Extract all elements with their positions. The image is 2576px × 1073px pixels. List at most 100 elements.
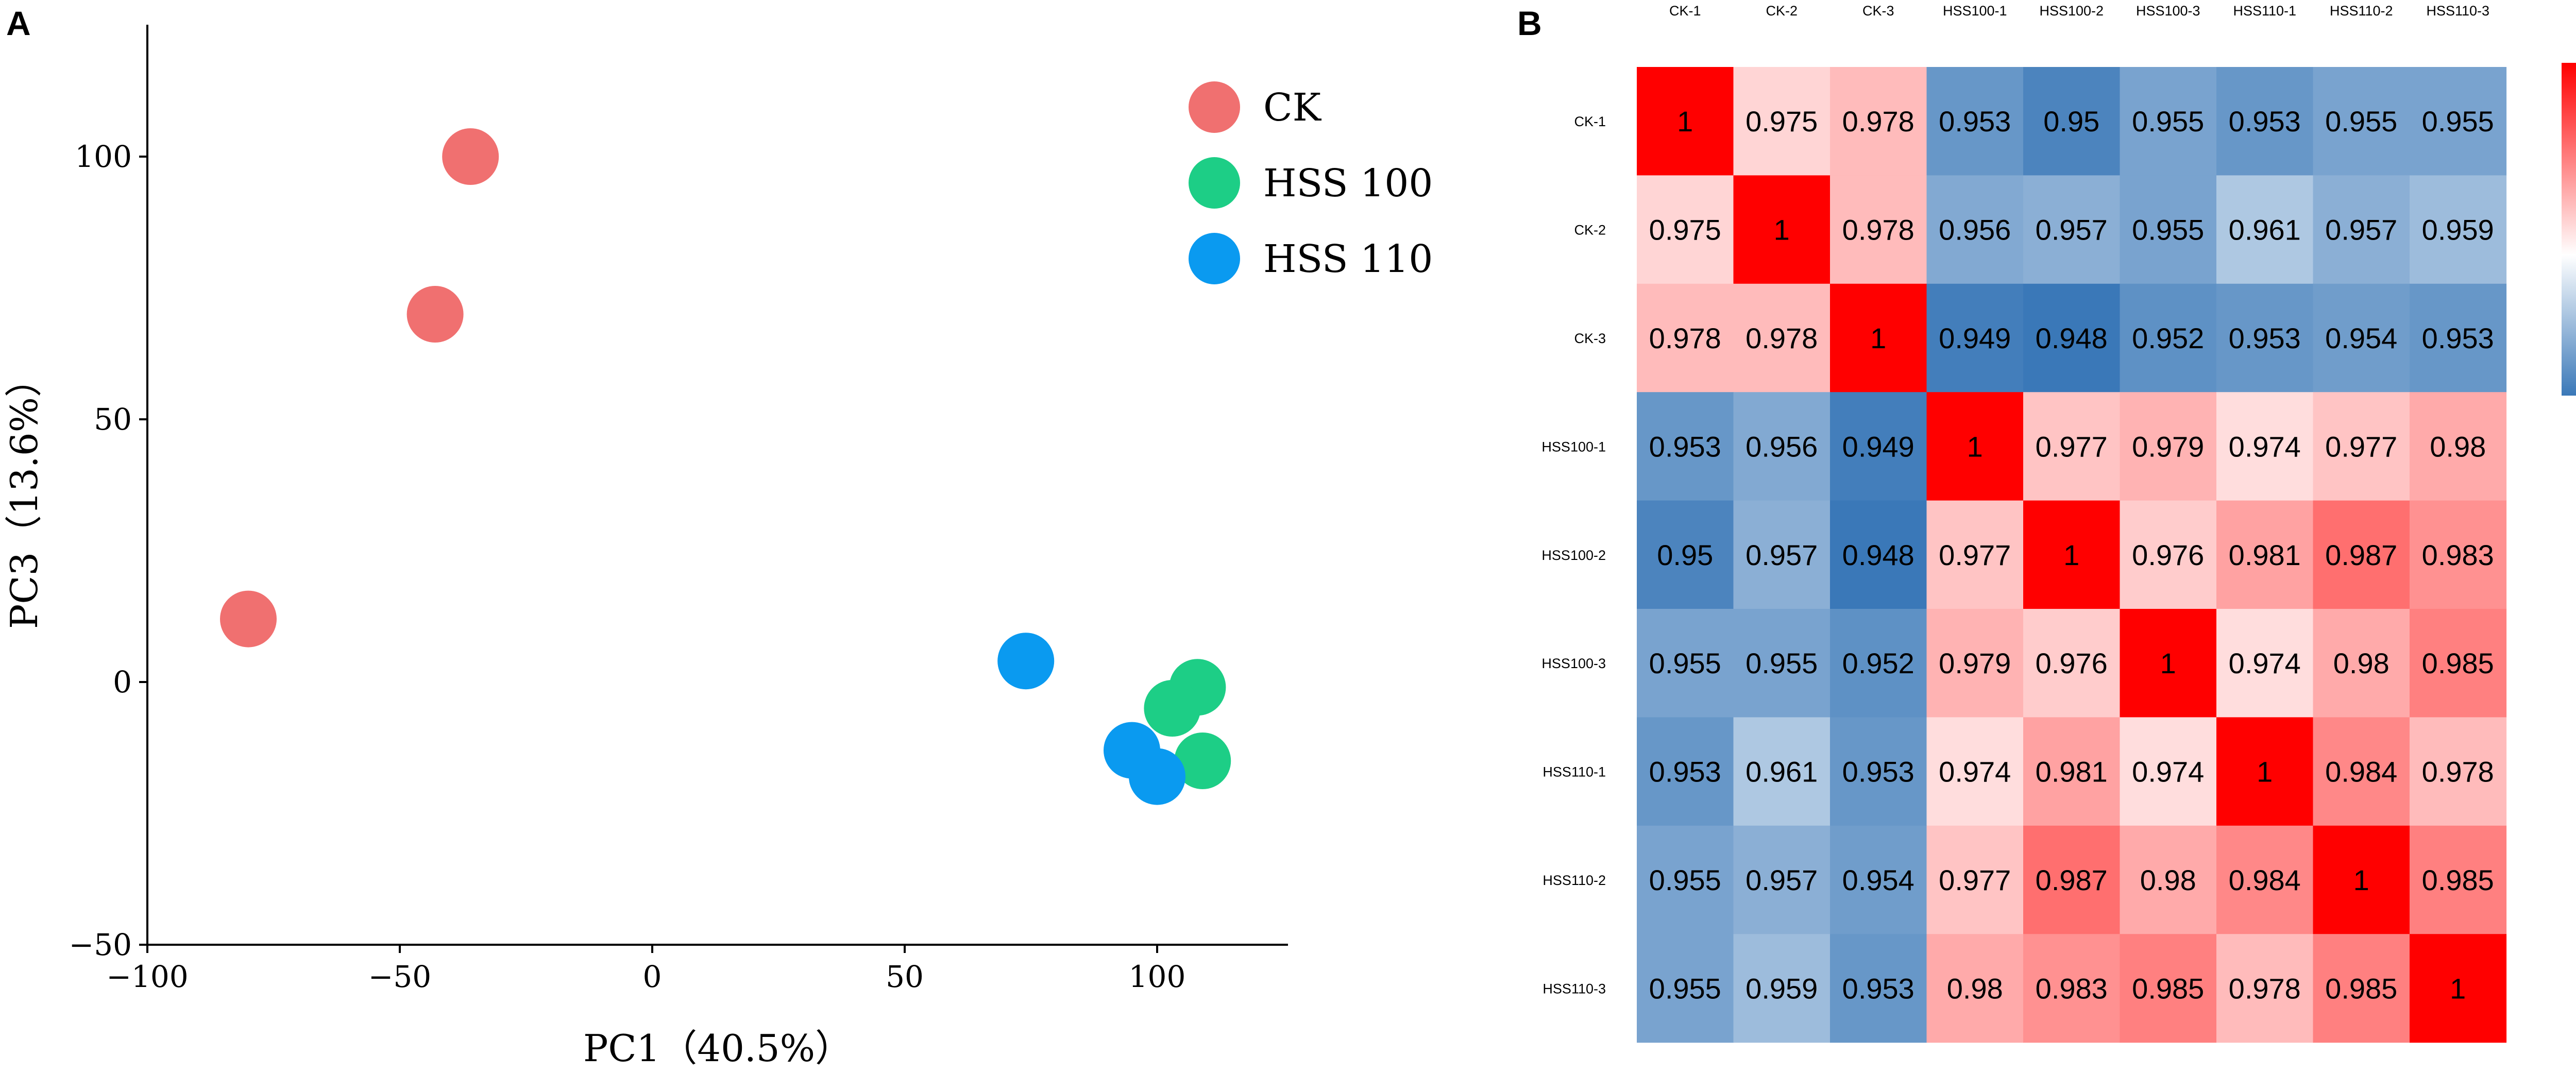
heatmap-cell (2313, 283, 2410, 393)
row-labels: CK-1 CK-2 CK-3 HSS100-1 HSS100-2 HSS100-3 HSS1… (1541, 114, 1606, 996)
heatmap-cell-value: 0.98 (2430, 430, 2486, 463)
heatmap-cell-value: 0.987 (2325, 539, 2397, 571)
heatmap-cell (2216, 934, 2314, 1043)
heatmap-cell (1926, 500, 2024, 609)
heatmap-cell (2410, 283, 2507, 393)
heatmap-cell (1830, 175, 1927, 284)
heatmap-cell-value: 0.954 (2325, 322, 2397, 354)
panel-label-a: A (6, 4, 31, 42)
heatmap-cell (1830, 717, 1927, 826)
y-tick-label: 0 (113, 665, 132, 700)
heatmap-cell-value: 0.953 (2229, 105, 2301, 138)
heatmap-cell-value: 0.976 (2132, 539, 2204, 571)
column-label: HSS110-3 (2426, 3, 2489, 19)
heatmap-cell (2410, 392, 2507, 501)
heatmap-cell-value: 0.977 (1939, 539, 2011, 571)
column-label: CK-2 (1766, 3, 1798, 19)
legend-label: CK (1263, 86, 1322, 130)
heatmap-cell (2216, 500, 2314, 609)
x-tick-label: −100 (106, 959, 188, 994)
row-label: HSS110-2 (1543, 873, 1606, 888)
heatmap-cell (2216, 283, 2314, 393)
heatmap-cell (2120, 934, 2217, 1043)
heatmap-cell (2216, 825, 2314, 934)
y-tick-label: 50 (94, 402, 132, 437)
heatmap-cell-value: 0.948 (1842, 539, 1914, 571)
scatter-point (442, 128, 499, 185)
heatmap-cell-value: 1 (1677, 105, 1693, 138)
heatmap-cell-value: 0.955 (1649, 647, 1721, 679)
heatmap-cell-value: 0.957 (2036, 214, 2108, 246)
heatmap-cell (2023, 500, 2121, 609)
heatmap-cell (2120, 609, 2217, 718)
heatmap-cell-value: 1 (1774, 214, 1790, 246)
scatter-point (1144, 680, 1201, 737)
heatmap-cell-value: 0.98 (2140, 864, 2196, 896)
heatmap-cell-value: 0.949 (1842, 430, 1914, 463)
heatmap-cell (1637, 283, 1734, 393)
heatmap-cell-value: 1 (2353, 864, 2369, 896)
heatmap-cell-value: 1 (2450, 972, 2466, 1004)
x-tick-label: −50 (368, 959, 431, 994)
heatmap-cell-value: 0.974 (2132, 756, 2204, 788)
legend-marker (1189, 81, 1240, 133)
heatmap-cell-value: 0.977 (1939, 864, 2011, 896)
heatmap-cell (2216, 67, 2314, 176)
heatmap-cell-value: 0.953 (1842, 756, 1914, 788)
heatmap-cell (1733, 175, 1831, 284)
heatmap-cell (1926, 67, 2024, 176)
heatmap-cell-value: 0.955 (1649, 972, 1721, 1004)
row-label: CK-3 (1574, 331, 1606, 346)
heatmap-cell-value: 0.978 (2422, 756, 2494, 788)
heatmap-cell-value: 0.977 (2036, 430, 2108, 463)
heatmap-cell (1926, 934, 2024, 1043)
heatmap-cell-value: 0.953 (1649, 756, 1721, 788)
heatmap-cell (1830, 934, 1927, 1043)
heatmap-cell-value: 1 (1967, 430, 1983, 463)
heatmap-cell (2216, 175, 2314, 284)
heatmap-cell-value: 0.978 (1649, 322, 1721, 354)
heatmap-cell (2023, 67, 2121, 176)
heatmap-cell-value: 1 (1870, 322, 1886, 354)
heatmap-cell-value: 0.983 (2036, 972, 2108, 1004)
scatter-point (1174, 733, 1231, 789)
heatmap-cell-value: 0.953 (2422, 322, 2494, 354)
y-tick-label: 100 (75, 139, 132, 174)
heatmap-cell-value: 0.953 (1842, 972, 1914, 1004)
correlation-heatmap: CK-1 CK-2 CK-3 HSS100-1 HSS100-2 HSS100-3 HSS1… (1541, 3, 2576, 1043)
heatmap-cell-value: 0.955 (2132, 105, 2204, 138)
y-axis-title: PC3（13.6%） (3, 360, 46, 629)
heatmap-cell-value: 0.981 (2229, 539, 2301, 571)
column-label: HSS110-2 (2330, 3, 2393, 19)
legend-marker (1189, 157, 1240, 209)
heatmap-cell-value: 0.98 (1947, 972, 2003, 1004)
heatmap-cell-value: 0.974 (1939, 756, 2011, 788)
heatmap-cell (2313, 392, 2410, 501)
scatter-point (220, 590, 277, 648)
heatmap-cell (2313, 825, 2410, 934)
heatmap-cell-value: 0.956 (1939, 214, 2011, 246)
heatmap-cell-value: 0.985 (2325, 972, 2397, 1004)
heatmap-cell (2410, 67, 2507, 176)
column-label: CK-1 (1669, 3, 1701, 19)
heatmap-cell (2410, 825, 2507, 934)
heatmap-cell (1637, 825, 1734, 934)
colorbar-gradient-bar (2562, 63, 2576, 396)
heatmap-cell (1637, 934, 1734, 1043)
colorbar: 1.0000.9700.948 (2562, 63, 2576, 396)
heatmap-cell (1926, 825, 2024, 934)
heatmap-cell (2216, 717, 2314, 826)
heatmap-cells: 1 0.975 0.978 0.953 0.95 0.955 0.953 0.955 0.955… (1637, 67, 2507, 1043)
heatmap-cell-value: 1 (2063, 539, 2079, 571)
heatmap-cell-value: 0.954 (1842, 864, 1914, 896)
heatmap-cell-value: 0.984 (2325, 756, 2397, 788)
scatter-point (406, 286, 464, 343)
heatmap-cell-value: 0.985 (2422, 647, 2494, 679)
heatmap-cell-value: 0.957 (1745, 864, 1818, 896)
heatmap-cell (2023, 609, 2121, 718)
heatmap-cell (2023, 717, 2121, 826)
heatmap-cell-value: 0.987 (2036, 864, 2108, 896)
heatmap-cell-value: 0.95 (2043, 105, 2099, 138)
heatmap-cell (2120, 825, 2217, 934)
heatmap-cell-value: 0.955 (2132, 214, 2204, 246)
